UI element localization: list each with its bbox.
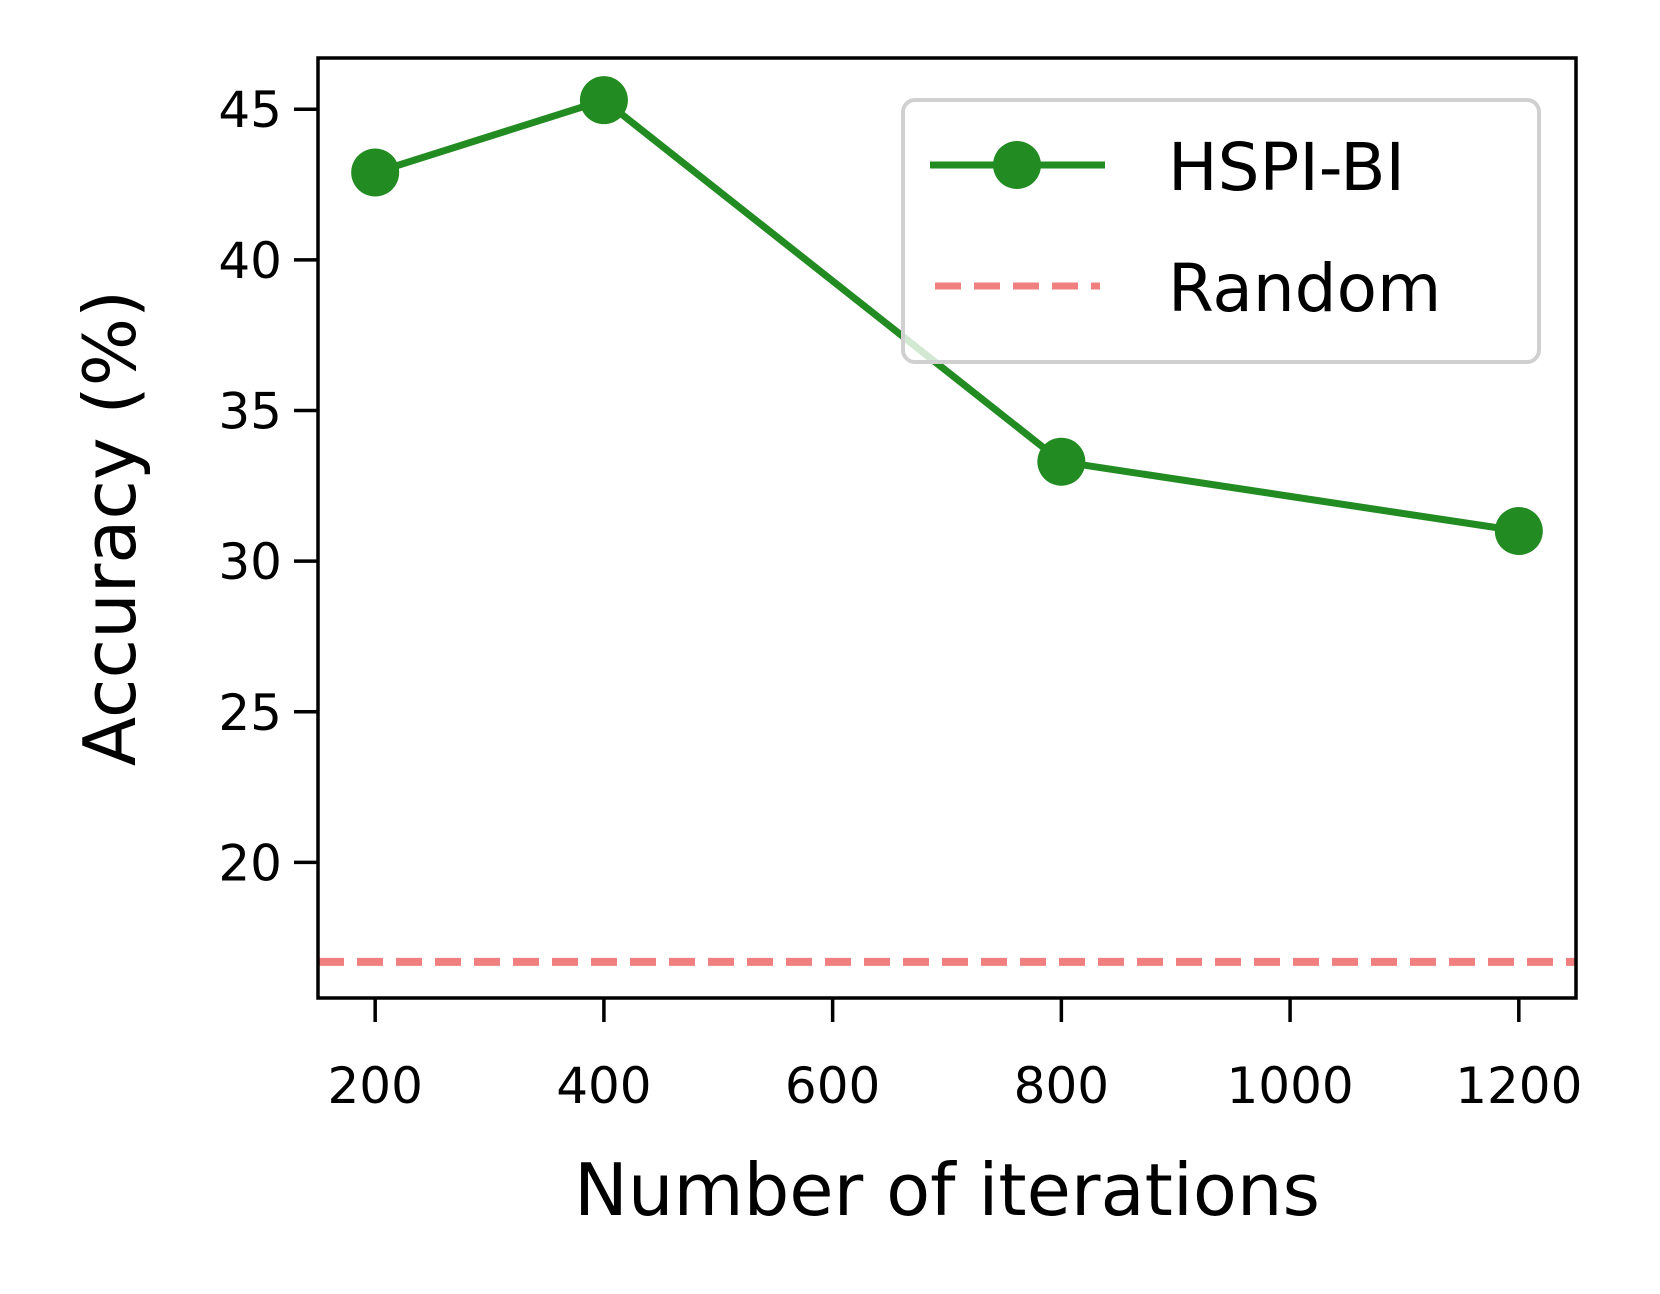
x-tick-label: 400 (556, 1057, 651, 1115)
x-tick-label: 1000 (1226, 1057, 1353, 1115)
y-tick-label: 45 (218, 81, 282, 139)
legend: HSPI-BI Random (901, 98, 1541, 364)
x-tick-label: 600 (785, 1057, 880, 1115)
legend-label-hspi-bi: HSPI-BI (1168, 129, 1405, 206)
y-tick-label: 25 (218, 684, 282, 742)
x-axis-label: Number of iterations (574, 1148, 1320, 1232)
legend-label-random: Random (1168, 250, 1441, 327)
y-tick-label: 20 (218, 834, 282, 892)
axes-frame (316, 56, 1578, 1000)
hspi-bi-point (351, 148, 400, 197)
hspi-bi-point (1037, 437, 1086, 486)
hspi-bi-line (374, 96, 1520, 535)
y-tick-label: 40 (218, 232, 282, 290)
x-tick-label: 1200 (1455, 1057, 1582, 1115)
y-tick-label: 35 (218, 383, 282, 441)
y-axis-ticks: 20 25 30 35 40 45 (218, 81, 318, 892)
series-layer (351, 76, 1543, 556)
y-tick-label: 30 (218, 533, 282, 591)
x-tick-label: 800 (1014, 1057, 1109, 1115)
x-tick-label: 200 (327, 1057, 422, 1115)
hspi-bi-point (579, 76, 628, 125)
y-axis-label: Accuracy (%) (68, 290, 152, 766)
legend-hspi-marker (993, 141, 1041, 189)
x-axis-ticks: 200 400 600 800 1000 1200 (327, 998, 1582, 1115)
hspi-bi-point (1494, 507, 1543, 556)
